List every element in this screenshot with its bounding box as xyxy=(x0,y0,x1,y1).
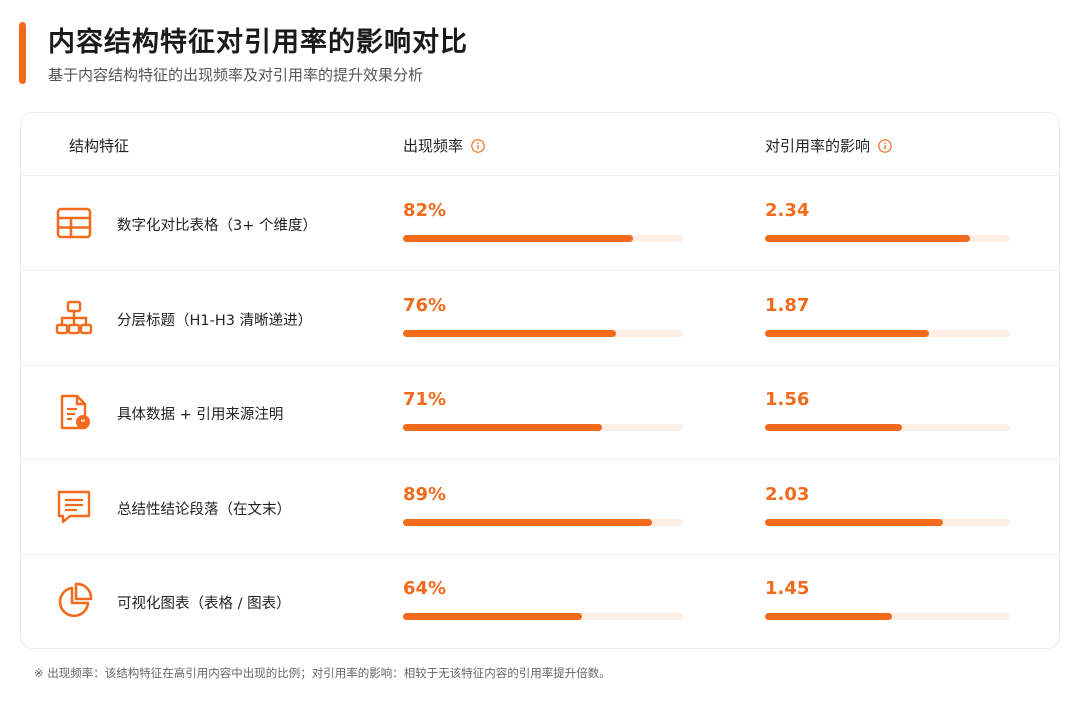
impact-bar-track xyxy=(765,235,1010,242)
page-title: 内容结构特征对引用率的影响对比 xyxy=(48,27,468,58)
frequency-bar xyxy=(403,424,602,431)
footnote: ※ 出现频率：该结构特征在高引用内容中出现的比例；对引用率的影响：相较于无该特征… xyxy=(34,666,611,680)
comparison-card: 结构特征 出现频率 对引用率的影响 数字化对比表格（3+ 个维度） 82% 2.34… xyxy=(20,112,1060,649)
frequency-bar xyxy=(403,613,582,620)
impact-bar-track xyxy=(765,329,1010,337)
impact-bar xyxy=(765,235,970,242)
impact-value-label: 2.03 xyxy=(765,483,810,505)
impact-bar xyxy=(765,613,892,620)
impact-bar xyxy=(765,518,943,526)
impact-value-label: 2.34 xyxy=(765,200,810,221)
feature-label: 具体数据 + 引用来源注明 xyxy=(117,407,284,423)
svg-text:“: “ xyxy=(81,418,86,429)
frequency-value-label: 89% xyxy=(403,483,447,505)
table-row: 数字化对比表格（3+ 个维度） 82% 2.34 xyxy=(21,176,1059,271)
header-feature-label: 结构特征 xyxy=(69,137,130,155)
frequency-bar-track xyxy=(403,613,683,620)
table-row: “ 具体数据 + 引用来源注明 71% 1.56 xyxy=(21,365,1059,460)
impact-bar xyxy=(765,329,929,337)
frequency-value-label: 76% xyxy=(403,294,447,316)
feature-label: 可视化图表（表格 / 图表） xyxy=(117,596,291,612)
frequency-bar xyxy=(403,329,616,337)
header-impact-label: 对引用率的影响 xyxy=(765,137,871,155)
title-accent-bar xyxy=(19,22,26,84)
page-subtitle: 基于内容结构特征的出现频率及对引用率的提升效果分析 xyxy=(48,66,424,84)
impact-value-label: 1.56 xyxy=(765,389,810,410)
header-impact: 对引用率的影响 xyxy=(765,135,892,156)
frequency-bar xyxy=(403,518,652,526)
frequency-value-label: 71% xyxy=(403,389,447,410)
header-feature: 结构特征 xyxy=(69,135,129,156)
table-header: 结构特征 出现频率 对引用率的影响 xyxy=(21,113,1059,176)
frequency-bar-track xyxy=(403,235,683,242)
header-frequency-label: 出现频率 xyxy=(403,137,464,155)
document-quote-icon: “ xyxy=(60,394,90,430)
feature-label: 总结性结论段落（在文末） xyxy=(117,501,291,518)
frequency-bar xyxy=(403,235,633,242)
frequency-bar-track xyxy=(403,424,683,431)
info-icon[interactable] xyxy=(471,138,485,153)
table-icon xyxy=(56,207,92,239)
feature-label: 分层标题（H1-H3 清晰递进） xyxy=(117,312,313,329)
frequency-value-label: 82% xyxy=(403,200,447,221)
hierarchy-icon xyxy=(55,300,93,334)
impact-bar-track xyxy=(765,424,1010,431)
impact-bar-track xyxy=(765,518,1010,526)
table-row: 分层标题（H1-H3 清晰递进） 76% 1.87 xyxy=(21,271,1059,366)
impact-value-label: 1.45 xyxy=(765,578,810,599)
impact-bar-track xyxy=(765,613,1010,620)
frequency-bar-track xyxy=(403,329,683,337)
message-icon xyxy=(57,490,91,523)
feature-label: 数字化对比表格（3+ 个维度） xyxy=(117,218,317,234)
info-icon[interactable] xyxy=(878,138,892,153)
table-row: 总结性结论段落（在文末） 89% 2.03 xyxy=(21,460,1059,555)
impact-bar xyxy=(765,424,902,431)
pie-chart-icon xyxy=(58,582,93,618)
frequency-value-label: 64% xyxy=(403,578,447,599)
table-row: 可视化图表（表格 / 图表） 64% 1.45 xyxy=(21,554,1059,648)
header-frequency: 出现频率 xyxy=(403,135,485,156)
impact-value-label: 1.87 xyxy=(765,294,810,316)
frequency-bar-track xyxy=(403,518,683,526)
